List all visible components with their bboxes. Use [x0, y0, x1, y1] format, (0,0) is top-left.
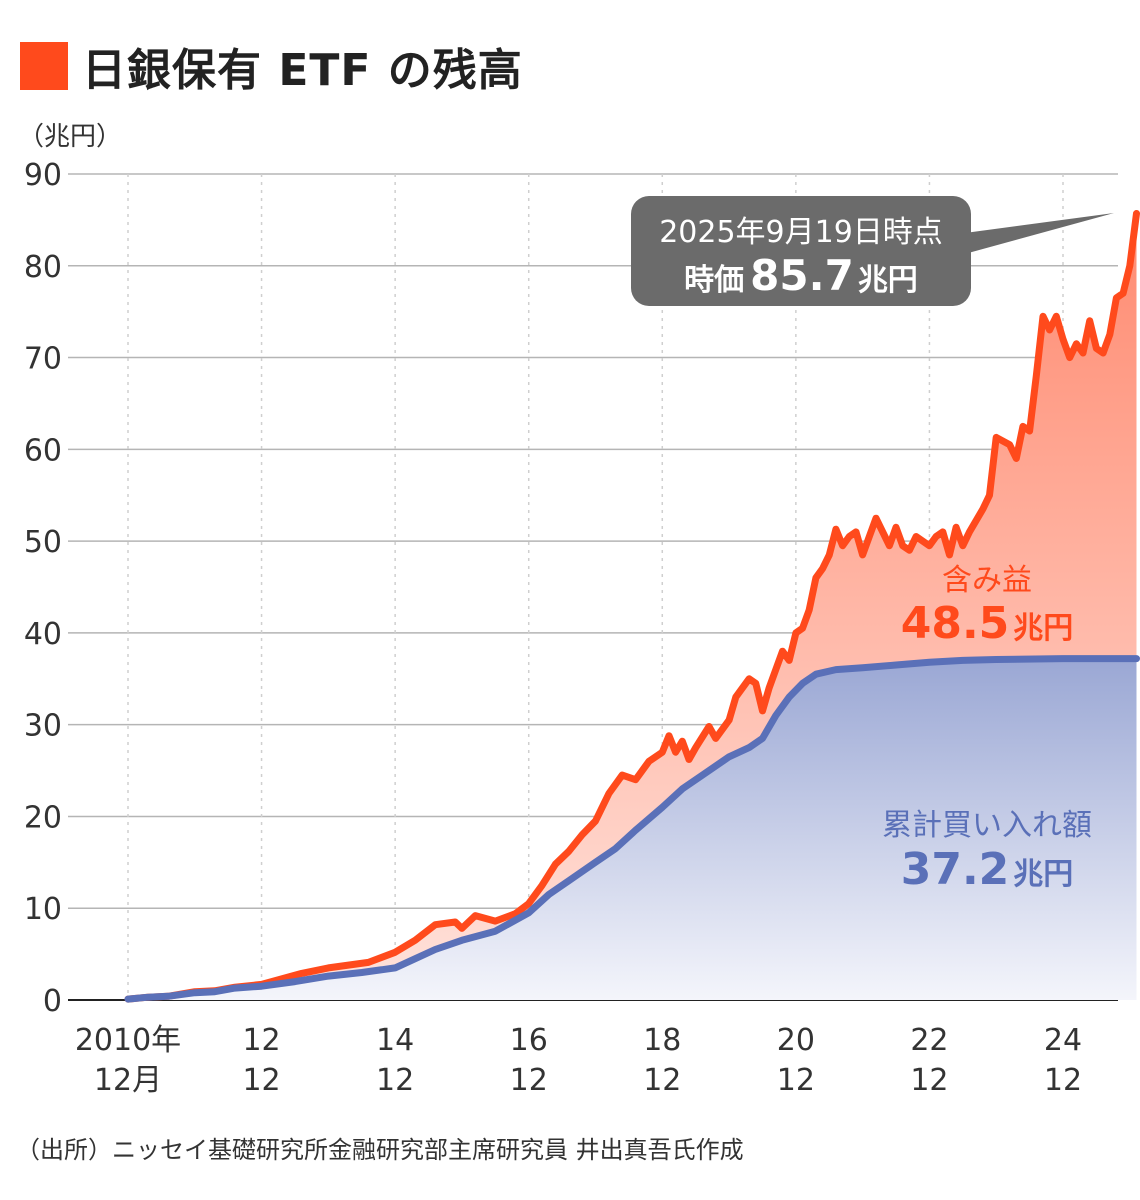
gain-value: 48.5	[901, 598, 1010, 649]
gain-unit: 兆円	[1013, 611, 1073, 646]
y-tick-label: 50	[24, 525, 62, 560]
y-tick-label: 30	[24, 709, 62, 744]
purchase-value-text: 37.2 兆円	[901, 844, 1074, 895]
x-tick-label: 24	[1044, 1023, 1082, 1058]
x-tick-label: 2010年	[75, 1023, 181, 1058]
gain-label: 含み益	[942, 563, 1032, 598]
source-note: （出所）ニッセイ基礎研究所金融研究部主席研究員 井出真吾氏作成	[16, 1136, 744, 1164]
callout-pointer	[950, 213, 1114, 258]
title-block: 日銀保有 ETF の残高	[20, 36, 523, 96]
callout-unit: 兆円	[858, 263, 918, 298]
market-value-line	[124, 210, 1140, 1003]
x-tick-label: 12	[376, 1063, 414, 1098]
callout-prefix: 時価	[684, 263, 744, 298]
callout-value: 85.7	[750, 251, 854, 300]
x-tick-label: 12	[510, 1063, 548, 1098]
x-tick-label: 12	[643, 1063, 681, 1098]
title-square-icon	[20, 42, 68, 90]
callout: 2025年9月19日時点 時価 85.7 兆円	[631, 196, 1114, 306]
purchase-line	[124, 655, 1140, 1003]
y-tick-label: 40	[24, 617, 62, 652]
x-tick-label: 12	[1044, 1063, 1082, 1098]
x-tick-label: 12月	[94, 1063, 162, 1098]
callout-value-text: 時価 85.7 兆円	[684, 251, 918, 300]
y-tick-label: 10	[24, 892, 62, 927]
y-tick-label: 60	[24, 433, 62, 468]
y-tick-label: 0	[43, 984, 62, 1019]
x-tick-label: 16	[510, 1023, 548, 1058]
unit-label: （兆円）	[18, 122, 123, 152]
x-tick-label: 12	[777, 1063, 815, 1098]
x-tick-label: 18	[643, 1023, 681, 1058]
callout-box	[631, 196, 971, 306]
x-tick-label: 12	[910, 1063, 948, 1098]
y-tick-label: 70	[24, 342, 62, 377]
purchase-value: 37.2	[901, 844, 1010, 895]
gain-annotation: 含み益 48.5 兆円	[901, 563, 1074, 649]
x-axis: 2010年 12月 12 12 14 12 16 12 18 12 20 12 22 12 24 12	[75, 1023, 1082, 1098]
gain-value-text: 48.5 兆円	[901, 598, 1074, 649]
x-tick-label: 20	[777, 1023, 815, 1058]
chart-title: 日銀保有 ETF の残高	[82, 45, 523, 96]
y-axis: 0 10 20 30 40 50 60 70 80 90	[24, 158, 62, 1019]
purchase-unit: 兆円	[1013, 857, 1073, 892]
callout-date: 2025年9月19日時点	[659, 215, 943, 250]
x-tick-label: 12	[242, 1063, 280, 1098]
x-tick-label: 12	[242, 1023, 280, 1058]
y-tick-label: 80	[24, 250, 62, 285]
purchase-area	[128, 658, 1137, 1000]
x-tick-label: 14	[376, 1023, 414, 1058]
purchase-annotation: 累計買い入れ額 37.2 兆円	[882, 808, 1092, 895]
purchase-label: 累計買い入れ額	[882, 808, 1092, 843]
y-tick-label: 20	[24, 800, 62, 835]
x-tick-label: 22	[910, 1023, 948, 1058]
y-tick-label: 90	[24, 158, 62, 193]
